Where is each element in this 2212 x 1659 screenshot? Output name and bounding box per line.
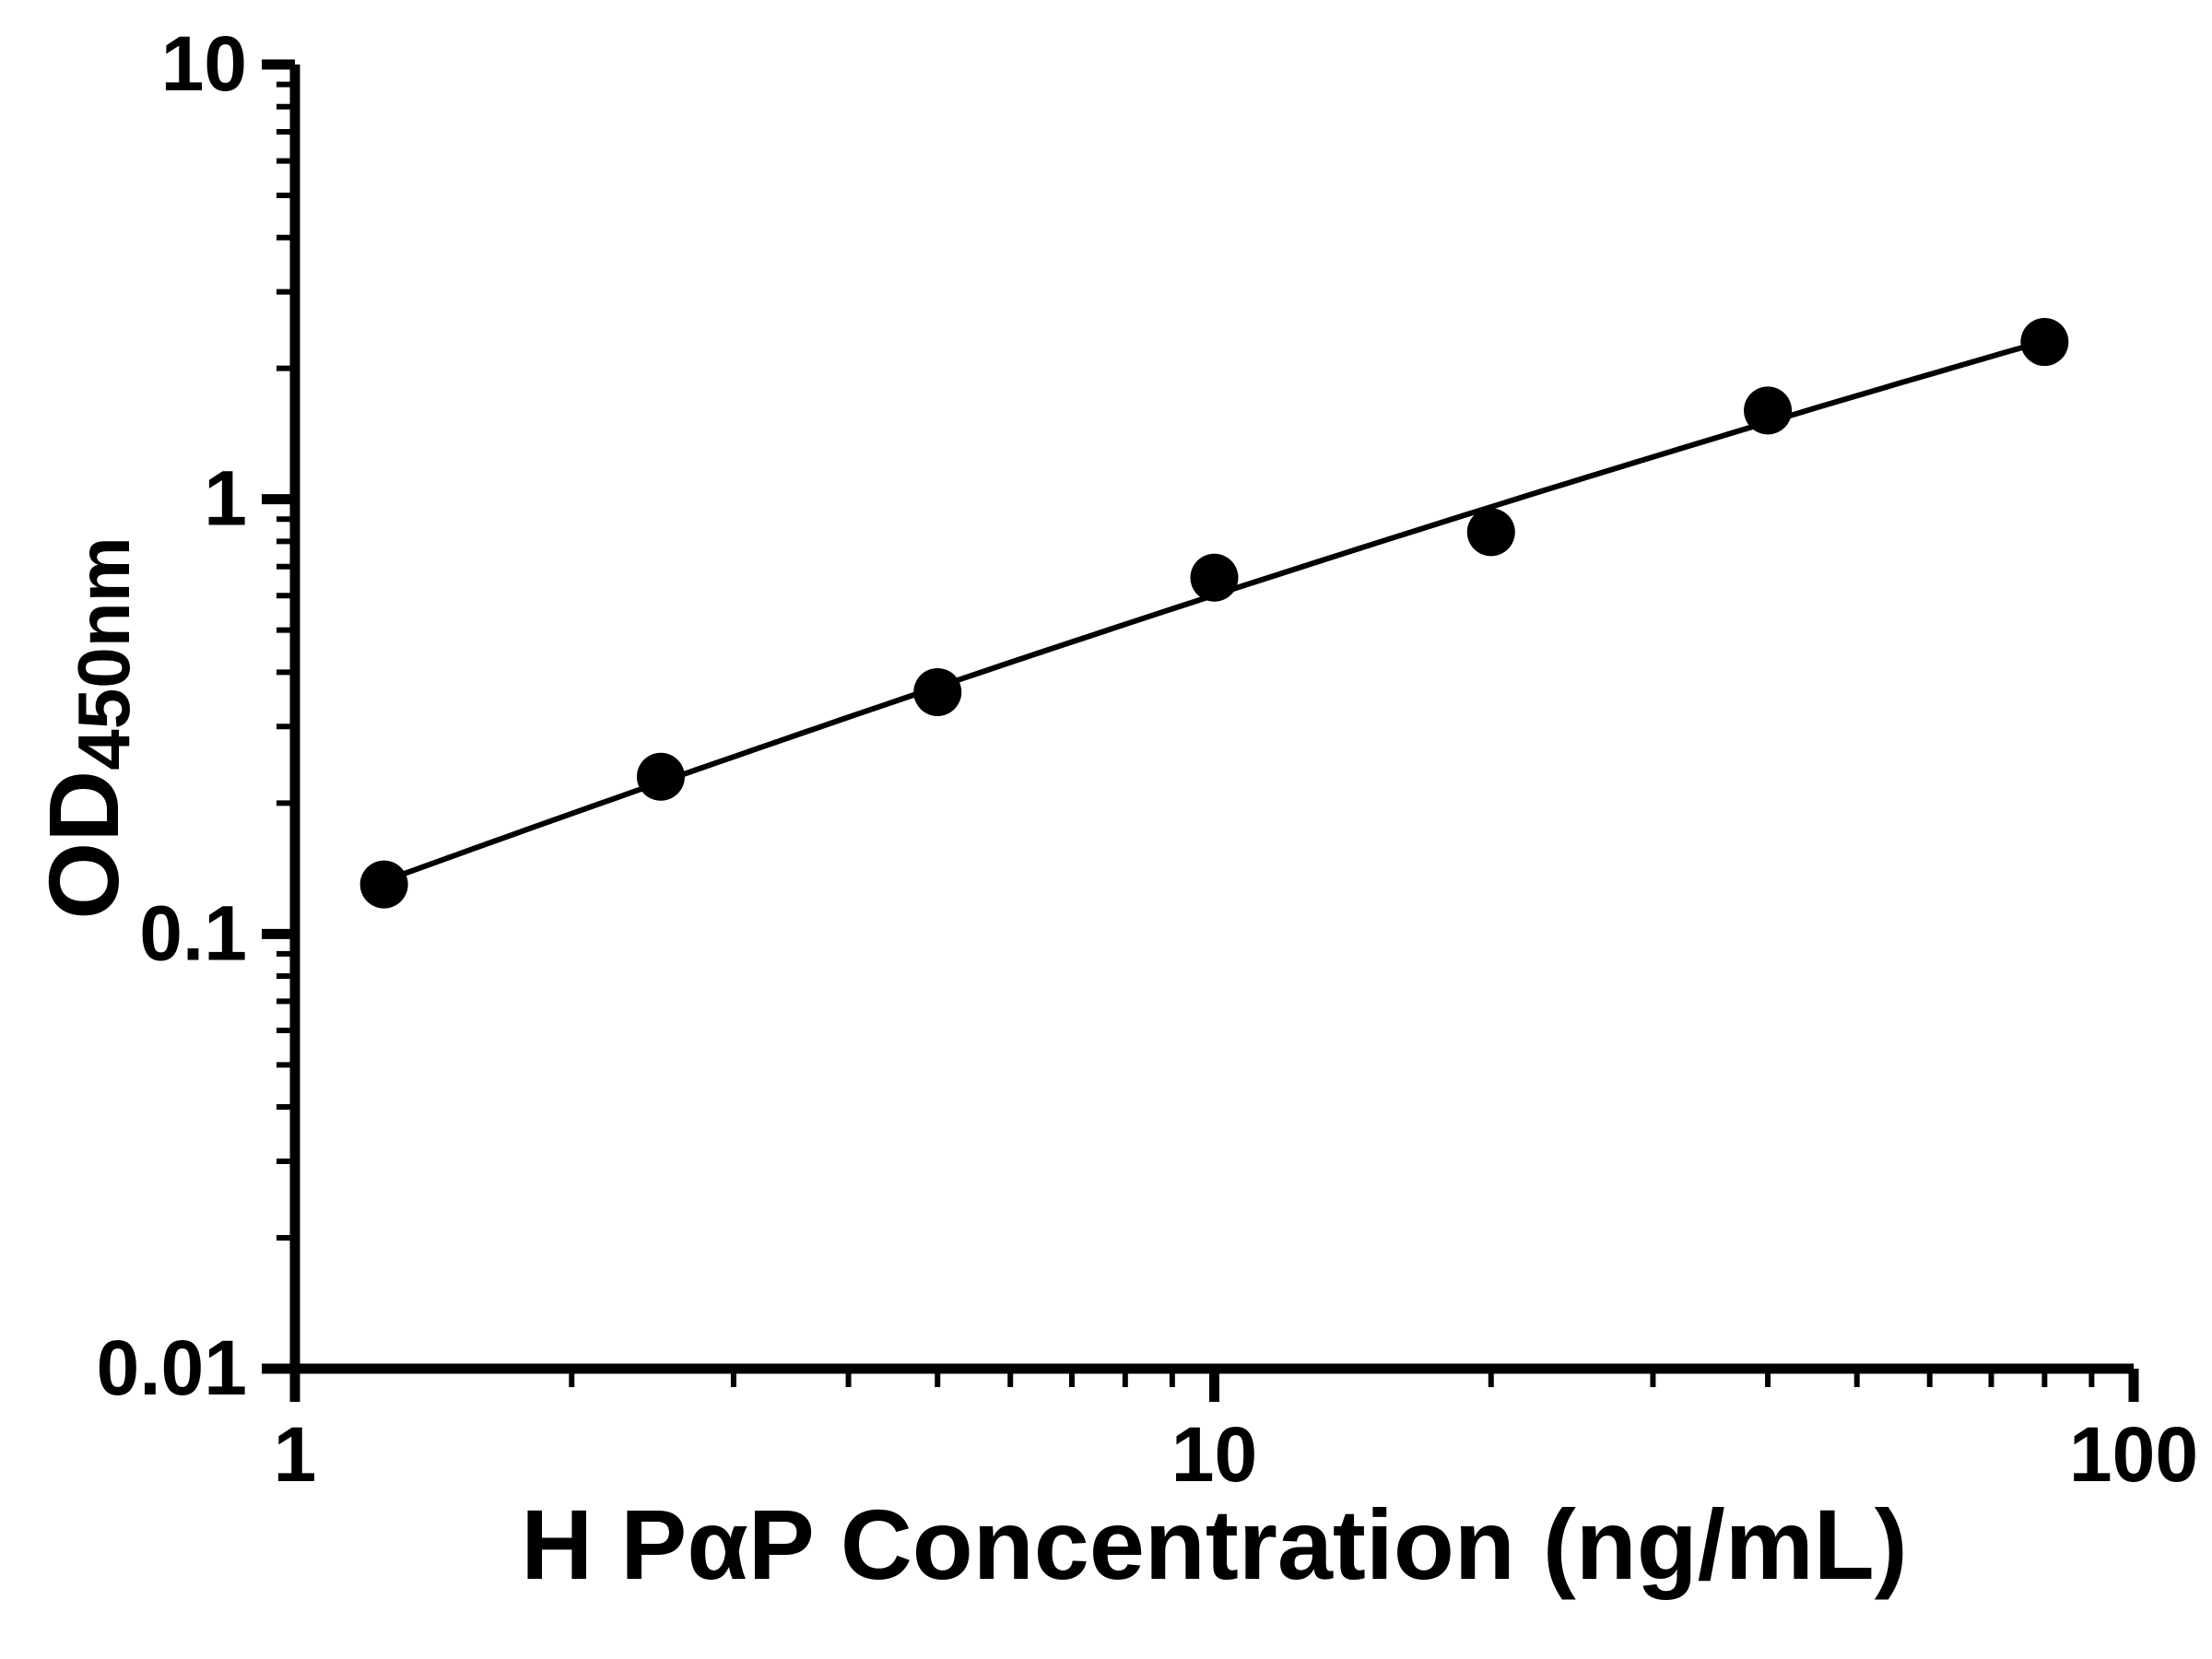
x-axis-tick-label: 10 xyxy=(1171,1411,1257,1498)
data-point-marker xyxy=(359,860,408,909)
y-axis-tick-label: 0.1 xyxy=(139,889,247,976)
data-point-marker xyxy=(1744,386,1793,435)
data-point-marker xyxy=(913,667,962,716)
axes-line xyxy=(289,65,2134,1374)
y-axis-title: OD450nm xyxy=(28,536,145,919)
y-axis-tick-label: 0.01 xyxy=(97,1324,248,1411)
x-axis-tick-label: 1 xyxy=(274,1411,317,1498)
y-axis-tick-label: 10 xyxy=(161,20,247,107)
data-point-marker xyxy=(1466,508,1515,557)
data-point-marker xyxy=(2020,318,2069,367)
y-axis-title-subscript: 450nm xyxy=(63,536,145,771)
x-axis-tick-label: 100 xyxy=(2069,1411,2198,1498)
data-point-marker xyxy=(1190,553,1239,602)
data-point-marker xyxy=(636,752,685,801)
standard-curve-line xyxy=(382,338,2046,884)
x-axis-title: H PαP Concentration (ng/mL) xyxy=(521,1488,1908,1600)
y-axis-title-base: OD xyxy=(28,770,139,920)
y-axis-tick-label: 1 xyxy=(204,455,247,542)
